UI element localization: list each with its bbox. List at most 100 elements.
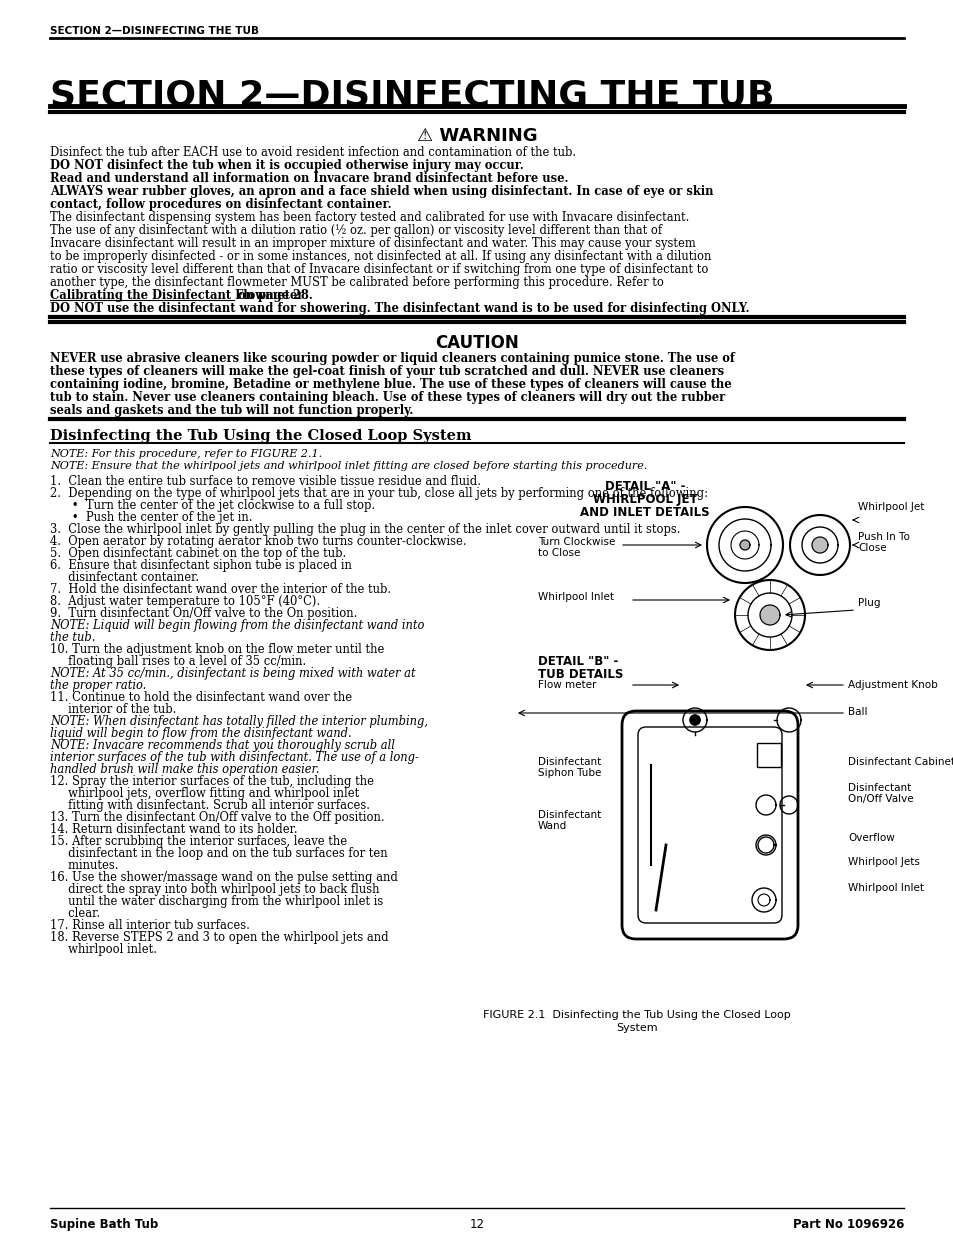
Text: The use of any disinfectant with a dilution ratio (½ oz. per gallon) or viscosit: The use of any disinfectant with a dilut… bbox=[50, 224, 661, 237]
Text: ratio or viscosity level different than that of Invacare disinfectant or if swit: ratio or viscosity level different than … bbox=[50, 263, 708, 275]
Text: Whirlpool Inlet: Whirlpool Inlet bbox=[537, 592, 614, 601]
Text: these types of cleaners will make the gel-coat finish of your tub scratched and : these types of cleaners will make the ge… bbox=[50, 366, 723, 378]
Text: 12. Spray the interior surfaces of the tub, including the: 12. Spray the interior surfaces of the t… bbox=[50, 776, 374, 788]
Text: fitting with disinfectant. Scrub all interior surfaces.: fitting with disinfectant. Scrub all int… bbox=[50, 799, 370, 811]
Text: Part No 1096926: Part No 1096926 bbox=[792, 1218, 903, 1231]
Text: Push In To: Push In To bbox=[857, 532, 909, 542]
Text: Disinfectant: Disinfectant bbox=[847, 783, 910, 793]
Polygon shape bbox=[811, 537, 827, 553]
Text: ALWAYS wear rubber gloves, an apron and a face shield when using disinfectant. I: ALWAYS wear rubber gloves, an apron and … bbox=[50, 185, 713, 198]
Text: clear.: clear. bbox=[50, 906, 100, 920]
Text: containing iodine, bromine, Betadine or methylene blue. The use of these types o: containing iodine, bromine, Betadine or … bbox=[50, 378, 731, 391]
Text: Invacare disinfectant will result in an improper mixture of disinfectant and wat: Invacare disinfectant will result in an … bbox=[50, 237, 695, 249]
Text: 7.  Hold the disinfectant wand over the interior of the tub.: 7. Hold the disinfectant wand over the i… bbox=[50, 583, 391, 597]
Text: disinfectant container.: disinfectant container. bbox=[50, 571, 199, 584]
Text: 3.  Close the whirlpool inlet by gently pulling the plug in the center of the in: 3. Close the whirlpool inlet by gently p… bbox=[50, 522, 679, 536]
Text: Wand: Wand bbox=[537, 821, 567, 831]
Text: disinfectant in the loop and on the tub surfaces for ten: disinfectant in the loop and on the tub … bbox=[50, 847, 387, 860]
Text: whirlpool jets, overflow fitting and whirlpool inlet: whirlpool jets, overflow fitting and whi… bbox=[50, 787, 359, 800]
Text: another type, the disinfectant flowmeter MUST be calibrated before performing th: another type, the disinfectant flowmeter… bbox=[50, 275, 663, 289]
Text: Siphon Tube: Siphon Tube bbox=[537, 768, 600, 778]
Text: On/Off Valve: On/Off Valve bbox=[847, 794, 913, 804]
Text: tub to stain. Never use cleaners containing bleach. Use of these types of cleane: tub to stain. Never use cleaners contain… bbox=[50, 391, 724, 404]
Text: Flow meter: Flow meter bbox=[537, 680, 596, 690]
Text: Whirlpool Inlet: Whirlpool Inlet bbox=[847, 883, 923, 893]
Text: 5.  Open disinfectant cabinet on the top of the tub.: 5. Open disinfectant cabinet on the top … bbox=[50, 547, 346, 559]
Text: SECTION 2—DISINFECTING THE TUB: SECTION 2—DISINFECTING THE TUB bbox=[50, 26, 258, 36]
Text: 2.  Depending on the type of whirlpool jets that are in your tub, close all jets: 2. Depending on the type of whirlpool je… bbox=[50, 487, 707, 500]
Text: 15. After scrubbing the interior surfaces, leave the: 15. After scrubbing the interior surface… bbox=[50, 835, 347, 848]
Text: TUB DETAILS: TUB DETAILS bbox=[537, 668, 622, 680]
Text: System: System bbox=[616, 1023, 658, 1032]
Text: Disinfectant: Disinfectant bbox=[537, 810, 600, 820]
Text: Disinfecting the Tub Using the Closed Loop System: Disinfecting the Tub Using the Closed Lo… bbox=[50, 429, 471, 443]
Text: 18. Reverse STEPS 2 and 3 to open the whirlpool jets and: 18. Reverse STEPS 2 and 3 to open the wh… bbox=[50, 931, 388, 944]
Text: interior surfaces of the tub with disinfectant. The use of a long-: interior surfaces of the tub with disinf… bbox=[50, 751, 418, 764]
Text: 10. Turn the adjustment knob on the flow meter until the: 10. Turn the adjustment knob on the flow… bbox=[50, 643, 384, 656]
Polygon shape bbox=[689, 715, 700, 725]
Text: NOTE: When disinfectant has totally filled the interior plumbing,: NOTE: When disinfectant has totally fill… bbox=[50, 715, 428, 727]
Text: whirlpool inlet.: whirlpool inlet. bbox=[50, 944, 157, 956]
Text: SECTION 2—DISINFECTING THE TUB: SECTION 2—DISINFECTING THE TUB bbox=[50, 78, 774, 112]
Text: 13. Turn the disinfectant On/Off valve to the Off position.: 13. Turn the disinfectant On/Off valve t… bbox=[50, 811, 384, 824]
Text: contact, follow procedures on disinfectant container.: contact, follow procedures on disinfecta… bbox=[50, 198, 391, 211]
Text: the tub.: the tub. bbox=[50, 631, 95, 643]
Text: 12: 12 bbox=[469, 1218, 484, 1231]
Text: The disinfectant dispensing system has been factory tested and calibrated for us: The disinfectant dispensing system has b… bbox=[50, 211, 689, 224]
Text: NOTE: At 35 cc/min., disinfectant is being mixed with water at: NOTE: At 35 cc/min., disinfectant is bei… bbox=[50, 667, 416, 680]
Text: seals and gaskets and the tub will not function properly.: seals and gaskets and the tub will not f… bbox=[50, 404, 413, 417]
Text: Whirlpool Jets: Whirlpool Jets bbox=[847, 857, 919, 867]
Text: NOTE: For this procedure, refer to FIGURE 2.1.: NOTE: For this procedure, refer to FIGUR… bbox=[50, 450, 322, 459]
Text: •  Push the center of the jet in.: • Push the center of the jet in. bbox=[50, 511, 253, 524]
Text: to be improperly disinfected - or in some instances, not disinfected at all. If : to be improperly disinfected - or in som… bbox=[50, 249, 711, 263]
Text: 4.  Open aerator by rotating aerator knob two turns counter-clockwise.: 4. Open aerator by rotating aerator knob… bbox=[50, 535, 466, 548]
Text: Ball: Ball bbox=[847, 706, 866, 718]
Text: Turn Clockwise: Turn Clockwise bbox=[537, 537, 615, 547]
Text: on page 28.: on page 28. bbox=[234, 289, 313, 303]
Text: Close: Close bbox=[857, 543, 885, 553]
Text: interior of the tub.: interior of the tub. bbox=[50, 703, 176, 716]
Text: FIGURE 2.1  Disinfecting the Tub Using the Closed Loop: FIGURE 2.1 Disinfecting the Tub Using th… bbox=[482, 1010, 790, 1020]
Text: Disinfect the tub after EACH use to avoid resident infection and contamination o: Disinfect the tub after EACH use to avoi… bbox=[50, 146, 576, 159]
Text: WHIRLPOOL JET: WHIRLPOOL JET bbox=[592, 493, 697, 506]
Text: DETAIL "A" -: DETAIL "A" - bbox=[604, 480, 684, 493]
Text: 14. Return disinfectant wand to its holder.: 14. Return disinfectant wand to its hold… bbox=[50, 823, 297, 836]
Bar bbox=[757, 743, 781, 767]
Text: Supine Bath Tub: Supine Bath Tub bbox=[50, 1218, 158, 1231]
Text: Adjustment Knob: Adjustment Knob bbox=[847, 680, 937, 690]
Text: DO NOT disinfect the tub when it is occupied otherwise injury may occur.: DO NOT disinfect the tub when it is occu… bbox=[50, 159, 523, 172]
Text: CAUTION: CAUTION bbox=[435, 333, 518, 352]
Text: liquid will begin to flow from the disinfectant wand.: liquid will begin to flow from the disin… bbox=[50, 727, 352, 740]
Text: •  Turn the center of the jet clockwise to a full stop.: • Turn the center of the jet clockwise t… bbox=[50, 499, 375, 513]
Text: Disinfectant Cabinet: Disinfectant Cabinet bbox=[847, 757, 953, 767]
Text: 16. Use the shower/massage wand on the pulse setting and: 16. Use the shower/massage wand on the p… bbox=[50, 871, 397, 884]
Text: 9.  Turn disinfectant On/Off valve to the On position.: 9. Turn disinfectant On/Off valve to the… bbox=[50, 606, 357, 620]
Text: the proper ratio.: the proper ratio. bbox=[50, 679, 146, 692]
Text: 11. Continue to hold the disinfectant wand over the: 11. Continue to hold the disinfectant wa… bbox=[50, 692, 352, 704]
Text: 6.  Ensure that disinfectant siphon tube is placed in: 6. Ensure that disinfectant siphon tube … bbox=[50, 559, 352, 572]
Text: NOTE: Invacare recommends that you thoroughly scrub all: NOTE: Invacare recommends that you thoro… bbox=[50, 739, 395, 752]
Text: Disinfectant: Disinfectant bbox=[537, 757, 600, 767]
Text: 1.  Clean the entire tub surface to remove visible tissue residue and fluid.: 1. Clean the entire tub surface to remov… bbox=[50, 475, 480, 488]
Text: to Close: to Close bbox=[537, 548, 579, 558]
Text: 17. Rinse all interior tub surfaces.: 17. Rinse all interior tub surfaces. bbox=[50, 919, 250, 932]
Text: DETAIL "B" -: DETAIL "B" - bbox=[537, 655, 618, 668]
Text: Calibrating the Disinfectant Flowmeter: Calibrating the Disinfectant Flowmeter bbox=[50, 289, 303, 303]
Polygon shape bbox=[760, 605, 780, 625]
Text: Plug: Plug bbox=[857, 598, 880, 608]
Text: Whirlpool Jet: Whirlpool Jet bbox=[857, 501, 923, 513]
Text: direct the spray into both whirlpool jets to back flush: direct the spray into both whirlpool jet… bbox=[50, 883, 379, 897]
Text: 8.  Adjust water temperature to 105°F (40°C).: 8. Adjust water temperature to 105°F (40… bbox=[50, 595, 320, 608]
Text: Overflow: Overflow bbox=[847, 832, 894, 844]
Text: NOTE: Ensure that the whirlpool jets and whirlpool inlet fitting are closed befo: NOTE: Ensure that the whirlpool jets and… bbox=[50, 461, 647, 471]
Text: NOTE: Liquid will begin flowing from the disinfectant wand into: NOTE: Liquid will begin flowing from the… bbox=[50, 619, 424, 632]
Polygon shape bbox=[740, 540, 749, 550]
Text: until the water discharging from the whirlpool inlet is: until the water discharging from the whi… bbox=[50, 895, 383, 908]
Text: NEVER use abrasive cleaners like scouring powder or liquid cleaners containing p: NEVER use abrasive cleaners like scourin… bbox=[50, 352, 734, 366]
Text: DO NOT use the disinfectant wand for showering. The disinfectant wand is to be u: DO NOT use the disinfectant wand for sho… bbox=[50, 303, 749, 315]
Text: AND INLET DETAILS: AND INLET DETAILS bbox=[579, 506, 709, 519]
Text: handled brush will make this operation easier.: handled brush will make this operation e… bbox=[50, 763, 319, 776]
Text: Read and understand all information on Invacare brand disinfectant before use.: Read and understand all information on I… bbox=[50, 172, 568, 185]
Text: minutes.: minutes. bbox=[50, 860, 118, 872]
Text: ⚠ WARNING: ⚠ WARNING bbox=[416, 127, 537, 144]
